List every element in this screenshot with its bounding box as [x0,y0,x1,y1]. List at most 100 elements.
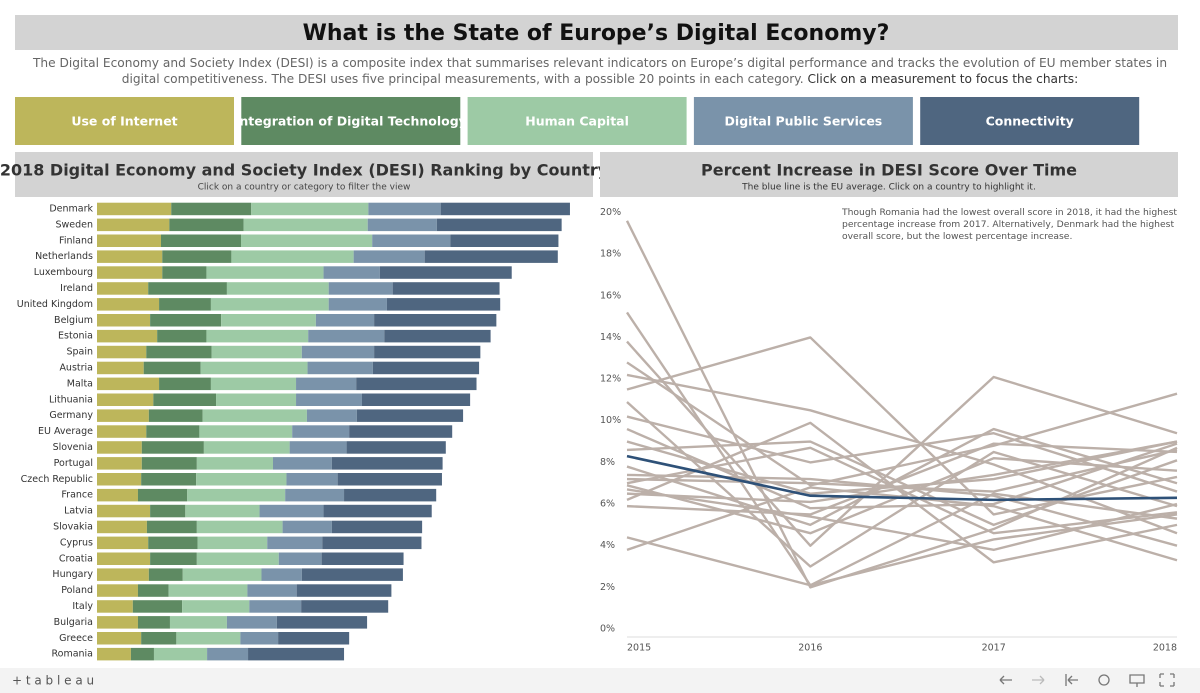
country-label: Malta [67,378,93,389]
bar-segment [296,584,392,597]
country-label: Slovakia [53,521,93,532]
bar-segment [169,218,244,232]
bar-segment [296,377,357,391]
country-line [626,361,1178,487]
bar-segment [292,425,350,438]
bar-segment [243,218,368,232]
undo-icon[interactable] [999,675,1012,685]
country-label: Italy [72,601,93,612]
bar-segment [97,425,147,438]
bar-segment [207,647,249,661]
bar-segment [97,647,131,661]
bar-segment [97,298,160,311]
bar-segment [328,298,387,311]
country-line [625,220,1178,589]
bar-segment [221,314,316,327]
measurement-button-label[interactable]: Use of Internet [71,114,177,129]
bar-segment [361,393,471,406]
share-icon[interactable] [1098,674,1110,686]
measurement-button-label[interactable]: Digital Public Services [725,114,883,129]
bar-segment [392,282,500,295]
fullscreen-icon[interactable] [1159,673,1175,687]
bar-segment [150,552,197,565]
bar-segment [185,504,260,518]
country-label: Sweden [55,219,93,230]
country-line [626,448,1178,493]
bar-segment [202,409,307,422]
download-icon[interactable] [1129,674,1145,687]
bar-segment [315,314,375,327]
measurement-button[interactable] [467,97,687,145]
bar-segment [353,250,425,263]
measurement-button-label[interactable]: Human Capital [525,114,629,129]
bar-segment [97,234,161,247]
revert-icon[interactable] [1065,674,1078,686]
y-tick-label: 4% [600,540,615,551]
panel-title: 2018 Digital Economy and Society Index (… [0,161,609,180]
bar-segment [210,298,329,311]
bar-segment [182,568,262,581]
bar-segment [148,282,227,295]
country-label: Germany [49,410,93,421]
y-tick-label: 2% [600,582,615,593]
measurement-button-label[interactable]: Connectivity [986,114,1074,129]
measurement-button[interactable] [15,97,234,145]
country-label: Slovenia [53,442,93,453]
measurement-button[interactable] [920,97,1140,145]
panel-title: Percent Increase in DESI Score Over Time [701,161,1077,180]
bar-segment [241,234,373,247]
panel-subtitle: The blue line is the EU average. Click o… [741,183,1036,193]
bar-segment [289,441,347,454]
country-line [626,427,1178,527]
bar-segment [286,473,338,486]
x-tick-label: 2017 [982,643,1006,654]
y-tick-label: 0% [600,624,615,635]
measurement-button[interactable] [693,97,913,145]
country-label: Czech Republic [21,474,93,485]
bar-segment [97,600,133,613]
measurement-button[interactable] [241,97,461,145]
bar-segment [196,520,283,534]
bar-segment [331,457,443,470]
brand: + t a b l e a u [12,674,94,688]
bar-segment [196,457,273,470]
bar-segment [171,202,252,216]
measurement-button-label[interactable]: Integration of Digital Technology [235,114,467,129]
bar-segment [231,250,354,263]
country-line [626,421,1178,564]
bar-segment [97,361,144,375]
bar-segment [182,600,250,613]
bar-segment [346,441,446,454]
y-tick-label: 18% [600,249,621,260]
bar-segment [436,218,562,232]
y-tick-label: 14% [600,332,621,343]
bar-segment [146,425,200,438]
country-line [626,311,1178,587]
toolbar-icons [999,673,1175,687]
y-tick-label: 12% [600,374,621,385]
country-label: Greece [59,633,93,644]
bar-segment [337,473,442,486]
bar-segment [97,345,147,359]
bar-segment [187,488,286,502]
bar-segment [161,234,241,247]
bar-segment [211,345,302,359]
bar-segment [372,361,480,375]
bar-segment [306,409,357,422]
bar-segment [282,520,332,534]
bar-segment [141,441,204,454]
redo-icon[interactable] [1032,675,1045,685]
country-label: Lithuania [49,394,93,405]
bar-segment [248,647,345,661]
description: The Digital Economy and Society Index (D… [25,55,1175,87]
country-label: Spain [66,347,93,358]
bar-segment [196,473,287,486]
country-label: France [61,490,93,501]
bar-segment [372,234,451,247]
bar-segment [97,520,147,534]
y-tick-label: 8% [600,457,615,468]
bar-segment [141,457,197,470]
bar-segment [148,409,203,422]
bar-segment [146,520,197,534]
